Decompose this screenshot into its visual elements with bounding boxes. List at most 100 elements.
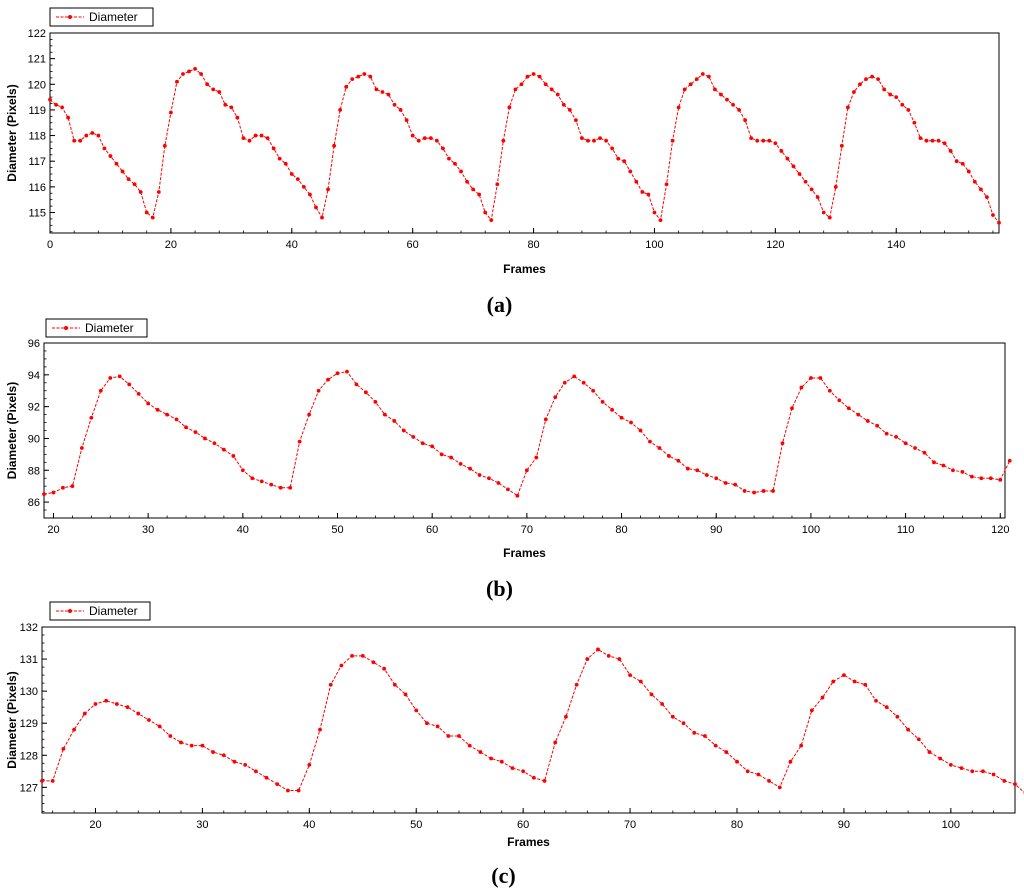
x-tick-label: 50 xyxy=(331,524,343,536)
data-point xyxy=(725,97,729,102)
data-point xyxy=(648,439,652,444)
data-point xyxy=(338,108,343,112)
data-point xyxy=(821,210,826,215)
data-point xyxy=(756,772,761,777)
data-point xyxy=(314,205,318,210)
data-point xyxy=(767,138,772,143)
data-point xyxy=(991,772,996,777)
data-point xyxy=(542,779,547,783)
data-point xyxy=(676,458,681,463)
data-point xyxy=(126,177,131,182)
data-point xyxy=(585,657,590,661)
data-point xyxy=(247,138,252,143)
data-point xyxy=(449,455,454,460)
data-point xyxy=(96,133,101,138)
data-point xyxy=(335,371,340,376)
data-point xyxy=(243,762,248,767)
legend-marker-icon xyxy=(68,609,72,613)
y-tick-label: 128 xyxy=(20,750,38,762)
data-point xyxy=(970,769,975,774)
data-point xyxy=(72,727,76,732)
x-tick-label: 40 xyxy=(237,524,249,536)
data-point xyxy=(440,146,445,151)
panel-caption: (c) xyxy=(491,863,515,888)
data-point xyxy=(495,182,500,187)
data-point xyxy=(954,159,959,164)
data-point xyxy=(221,447,226,452)
x-tick-label: 0 xyxy=(47,239,53,251)
data-point xyxy=(277,156,282,161)
data-point xyxy=(414,708,419,713)
x-tick-label: 100 xyxy=(802,524,820,536)
data-point xyxy=(856,412,861,417)
data-point xyxy=(286,788,290,793)
data-point xyxy=(743,118,748,123)
data-point xyxy=(477,192,482,197)
data-point xyxy=(307,412,312,417)
data-point xyxy=(634,179,639,184)
data-point xyxy=(356,74,361,79)
data-point xyxy=(951,468,955,473)
data-point xyxy=(146,401,151,406)
data-point xyxy=(604,138,609,143)
data-point xyxy=(487,476,491,481)
data-point xyxy=(61,485,65,490)
legend: Diameter xyxy=(49,7,154,27)
data-point xyxy=(799,385,804,390)
data-point xyxy=(922,450,927,455)
y-tick-label: 94 xyxy=(28,370,40,382)
y-axis-label: Diameter (Pixels) xyxy=(5,382,19,479)
data-point xyxy=(670,138,675,143)
data-point xyxy=(168,110,173,115)
data-point xyxy=(265,136,270,141)
data-point xyxy=(125,705,130,710)
data-point xyxy=(731,102,735,107)
data-point xyxy=(606,653,611,658)
data-point xyxy=(416,138,421,143)
data-point xyxy=(927,750,932,754)
data-point xyxy=(70,484,75,489)
data-point xyxy=(354,382,359,387)
data-point xyxy=(790,406,794,411)
data-point xyxy=(373,399,378,404)
data-point xyxy=(386,92,391,97)
data-point xyxy=(664,182,669,187)
data-point xyxy=(271,146,276,151)
legend-label: Diameter xyxy=(89,10,138,24)
data-point xyxy=(430,444,435,449)
data-point xyxy=(93,702,98,706)
data-point xyxy=(1013,782,1017,787)
data-point xyxy=(404,118,409,123)
y-axis-label: Diameter (Pixels) xyxy=(5,671,19,768)
plot-area xyxy=(49,32,1000,234)
data-point xyxy=(912,120,917,125)
x-tick-label: 30 xyxy=(196,819,208,831)
data-point xyxy=(471,187,476,192)
data-point xyxy=(646,192,651,197)
x-tick-label: 40 xyxy=(303,819,315,831)
data-point xyxy=(619,415,624,420)
data-point xyxy=(296,788,301,793)
x-tick-label: 30 xyxy=(142,524,154,536)
data-point xyxy=(382,666,387,671)
data-point xyxy=(724,750,729,754)
data-point xyxy=(211,750,215,754)
data-point xyxy=(617,657,622,661)
data-point xyxy=(777,785,782,790)
data-point xyxy=(660,702,665,706)
data-point xyxy=(788,759,793,764)
data-point xyxy=(846,406,851,411)
data-point xyxy=(942,141,947,146)
data-point xyxy=(598,136,602,141)
y-tick-label: 115 xyxy=(28,207,46,219)
data-point xyxy=(114,702,119,706)
data-point xyxy=(749,136,754,141)
y-tick-label: 86 xyxy=(28,497,40,509)
x-tick-label: 100 xyxy=(942,819,960,831)
y-tick-label: 117 xyxy=(28,156,46,168)
data-point xyxy=(543,417,548,422)
data-point xyxy=(428,136,433,141)
data-point xyxy=(960,161,965,166)
data-point xyxy=(136,392,141,396)
series-line-diameter xyxy=(43,371,1011,497)
